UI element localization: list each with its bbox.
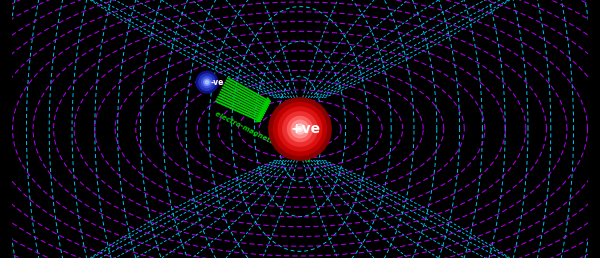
Circle shape — [287, 117, 313, 141]
Circle shape — [295, 124, 305, 134]
Circle shape — [204, 79, 210, 85]
Circle shape — [269, 98, 331, 160]
Text: +ve: +ve — [291, 122, 321, 136]
Circle shape — [291, 120, 309, 138]
Circle shape — [199, 74, 215, 90]
Text: electro-magnetic radiation: electro-magnetic radiation — [214, 110, 311, 163]
Circle shape — [298, 126, 302, 132]
Circle shape — [202, 77, 212, 88]
Circle shape — [278, 107, 322, 151]
Text: -ve: -ve — [210, 78, 224, 87]
Circle shape — [274, 102, 326, 156]
Circle shape — [283, 112, 317, 146]
Circle shape — [196, 71, 218, 93]
Circle shape — [205, 80, 209, 84]
